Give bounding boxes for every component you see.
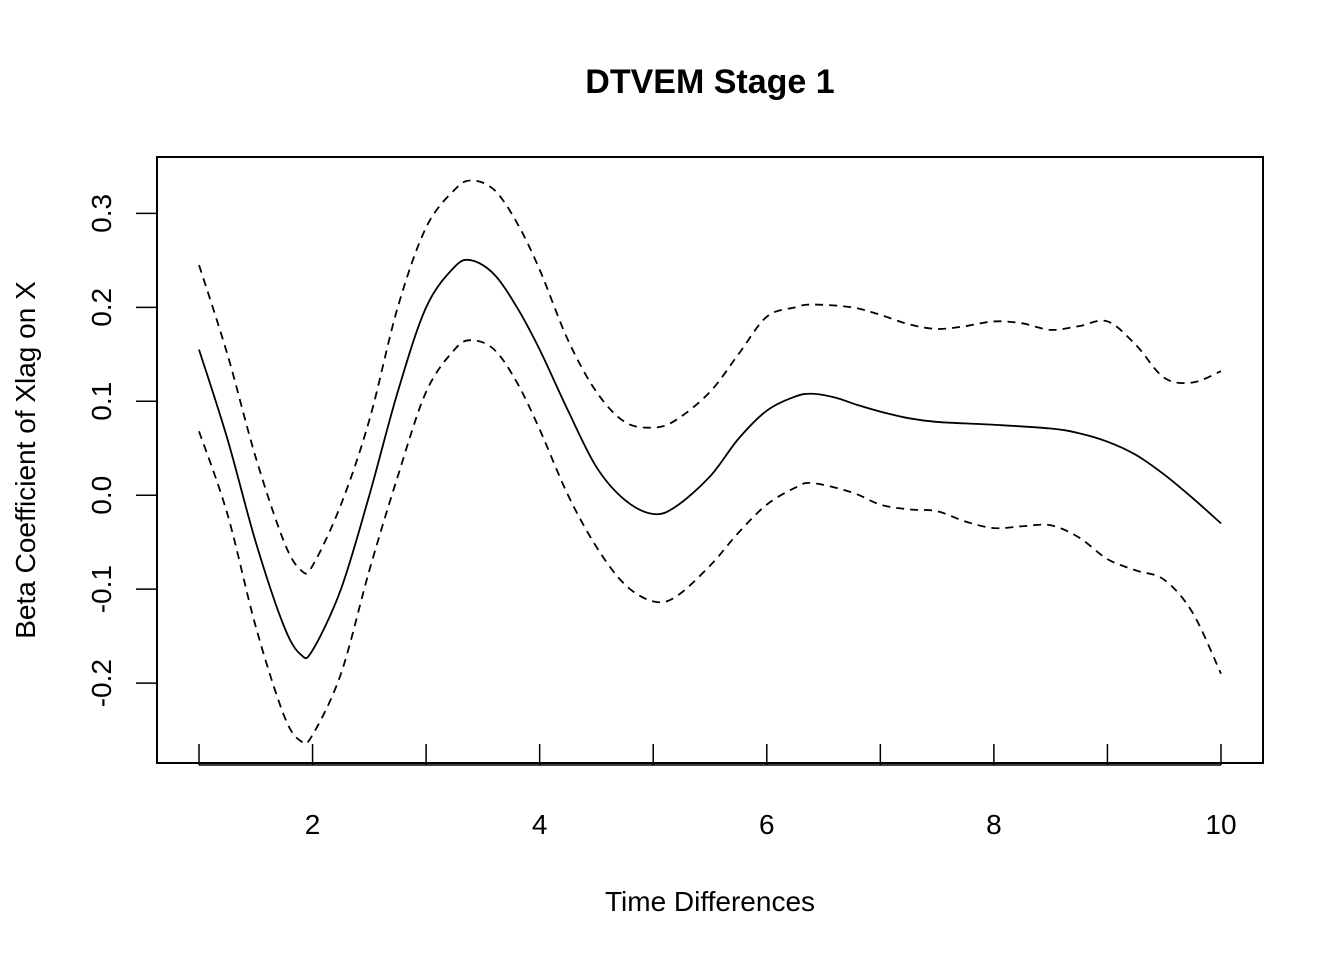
x-tick-label: 6 [759,809,775,840]
estimate-line [198,258,1222,660]
y-axis: -0.2 -0.1 0.0 0.1 0.2 0.3 [86,194,157,707]
y-axis-label: Beta Coefficient of Xlag on X [10,281,41,639]
lower-ci-line [198,339,1222,745]
y-tick-label: 0.1 [86,382,117,421]
y-tick-label: 0.2 [86,288,117,327]
y-tick-label: -0.1 [86,565,117,613]
x-axis: 2 4 6 8 10 [198,744,1237,840]
plot-frame [156,156,1264,764]
x-tick-label: 2 [305,809,321,840]
x-axis-label: Time Differences [605,886,815,917]
upper-ci-line [198,179,1222,575]
x-tick-label: 4 [532,809,548,840]
chart-title: DTVEM Stage 1 [585,63,834,101]
series-group [198,179,1222,745]
x-tick-label: 8 [986,809,1002,840]
y-tick-label: 0.3 [86,194,117,233]
x-tick-label: 10 [1205,809,1236,840]
y-tick-label: -0.2 [86,659,117,707]
y-tick-label: 0.0 [86,476,117,515]
